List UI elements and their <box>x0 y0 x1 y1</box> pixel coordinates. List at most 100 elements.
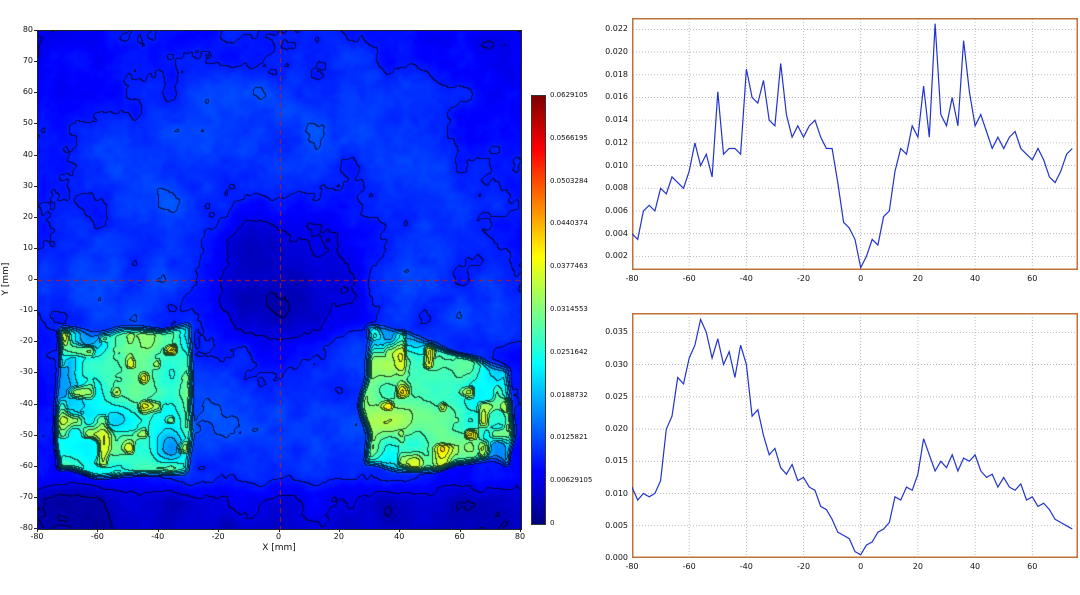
colorbar-tick-label: 0.0629105 <box>550 91 588 99</box>
y-tick-label: -30 <box>19 367 33 377</box>
y-tick-mark <box>34 247 37 249</box>
y-tick-label: 0.020 <box>605 424 628 434</box>
y-tick-label: -60 <box>19 460 33 470</box>
x-tick-label: 60 <box>1027 562 1038 571</box>
y-tick-mark <box>34 403 37 405</box>
x-tick-label: 20 <box>912 562 923 571</box>
x-tick-label: -20 <box>796 562 811 571</box>
y-tick-label: 0.016 <box>605 92 628 102</box>
y-tick-label: 60 <box>22 87 33 97</box>
colorbar-tick-label: 0 <box>550 519 555 527</box>
colorbar-tick-label: 0.0125821 <box>550 433 588 442</box>
y-tick-mark <box>34 216 37 218</box>
x-tick-mark <box>218 529 220 532</box>
x-tick-mark <box>278 529 280 532</box>
x-tick-label: -40 <box>739 274 753 283</box>
y-tick-label: 0.000 <box>605 553 628 562</box>
y-tick-label: 0.010 <box>605 160 628 170</box>
colorbar-tick-label: 0.0314553 <box>550 305 588 313</box>
x-tick-mark <box>338 529 340 532</box>
y-tick-label: 50 <box>22 118 33 128</box>
y-tick-label: 10 <box>22 242 33 252</box>
y-tick-mark <box>34 123 37 125</box>
y-tick-label: 0.004 <box>605 228 628 238</box>
colorbar-tick-label: 0.0188732 <box>550 390 588 399</box>
x-tick-mark <box>399 529 401 532</box>
y-tick-mark <box>34 496 37 498</box>
contour-map-canvas[interactable] <box>37 30 522 530</box>
x-tick-mark <box>520 529 521 532</box>
data-series-line <box>632 23 1073 270</box>
x-tick-label: 20 <box>912 274 923 283</box>
y-tick-label: -10 <box>19 305 33 315</box>
x-tick-mark <box>97 529 99 532</box>
y-tick-mark <box>34 154 37 156</box>
y-tick-label: 40 <box>22 149 33 159</box>
chart-frame <box>632 313 1078 558</box>
y-tick-label: -80 <box>19 523 33 532</box>
x-tick-label: 0 <box>275 532 282 541</box>
colorbar-tick-label: 0.0503284 <box>550 176 588 185</box>
chart-frame <box>632 18 1078 270</box>
y-tick-label: 0.014 <box>605 115 628 125</box>
x-tick-label: -60 <box>682 274 696 283</box>
y-tick-label: 30 <box>22 180 33 190</box>
y-tick-mark <box>34 434 37 436</box>
x-tick-mark <box>157 529 159 532</box>
x-tick-label: 20 <box>333 532 344 541</box>
x-tick-label: 60 <box>1027 274 1038 283</box>
y-tick-label: -20 <box>19 336 33 346</box>
x-tick-label: -20 <box>796 274 811 283</box>
y-tick-mark <box>34 92 37 94</box>
line-chart-svg[interactable] <box>632 18 1078 270</box>
x-tick-label: 40 <box>969 562 981 571</box>
x-tick-label: 40 <box>969 274 981 283</box>
y-tick-mark <box>34 185 37 187</box>
line-chart-svg[interactable] <box>632 313 1078 558</box>
y-tick-label: 20 <box>22 211 33 221</box>
y-tick-label: 0.006 <box>605 205 628 215</box>
y-tick-mark <box>34 30 37 31</box>
y-tick-label: -50 <box>19 429 33 439</box>
data-series-line <box>632 317 1073 556</box>
x-tick-label: -80 <box>625 562 639 571</box>
contour-x-axis-label: X [mm] <box>262 543 296 553</box>
colorbar-tick-label: 0.0440374 <box>550 219 588 228</box>
y-tick-label: 0.015 <box>605 456 628 466</box>
x-tick-label: 60 <box>454 532 465 541</box>
y-tick-mark <box>34 61 37 63</box>
y-tick-label: 0.025 <box>605 391 628 401</box>
y-tick-label: 0.018 <box>605 69 628 79</box>
x-tick-label: -40 <box>739 562 753 571</box>
x-tick-label: -80 <box>625 274 639 283</box>
y-tick-label: 0.012 <box>605 137 628 147</box>
y-tick-label: 0.010 <box>605 488 628 498</box>
x-tick-label: 0 <box>858 562 864 571</box>
y-tick-label: 0.002 <box>605 251 628 261</box>
colorbar-tick-label: 0.0251642 <box>550 347 588 356</box>
colorbar-tick-label: 0.0566195 <box>550 133 588 142</box>
y-tick-mark <box>34 465 37 467</box>
x-tick-label: 0 <box>858 274 864 283</box>
y-tick-mark <box>34 279 37 280</box>
x-tick-label: 40 <box>394 532 405 541</box>
colorbar-tick-label: 0.00629105 <box>550 476 593 485</box>
y-tick-label: 0.035 <box>605 327 628 337</box>
x-tick-label: -60 <box>682 562 696 571</box>
colorbar <box>531 95 546 525</box>
x-tick-label: -40 <box>151 532 165 541</box>
y-tick-label: 0.030 <box>605 359 628 369</box>
y-tick-mark <box>34 372 37 374</box>
x-tick-mark <box>459 529 461 532</box>
y-tick-label: -40 <box>19 398 33 408</box>
y-tick-mark <box>34 310 37 312</box>
x-tick-label: -20 <box>211 532 225 541</box>
y-tick-label: 0.022 <box>605 24 628 34</box>
y-tick-mark <box>34 528 37 529</box>
y-tick-label: 0.020 <box>605 47 628 57</box>
y-tick-label: 0.008 <box>605 183 628 193</box>
colorbar-tick-label: 0.0377463 <box>550 262 588 271</box>
y-tick-label: 0 <box>27 274 33 283</box>
x-tick-label: 80 <box>514 532 526 541</box>
